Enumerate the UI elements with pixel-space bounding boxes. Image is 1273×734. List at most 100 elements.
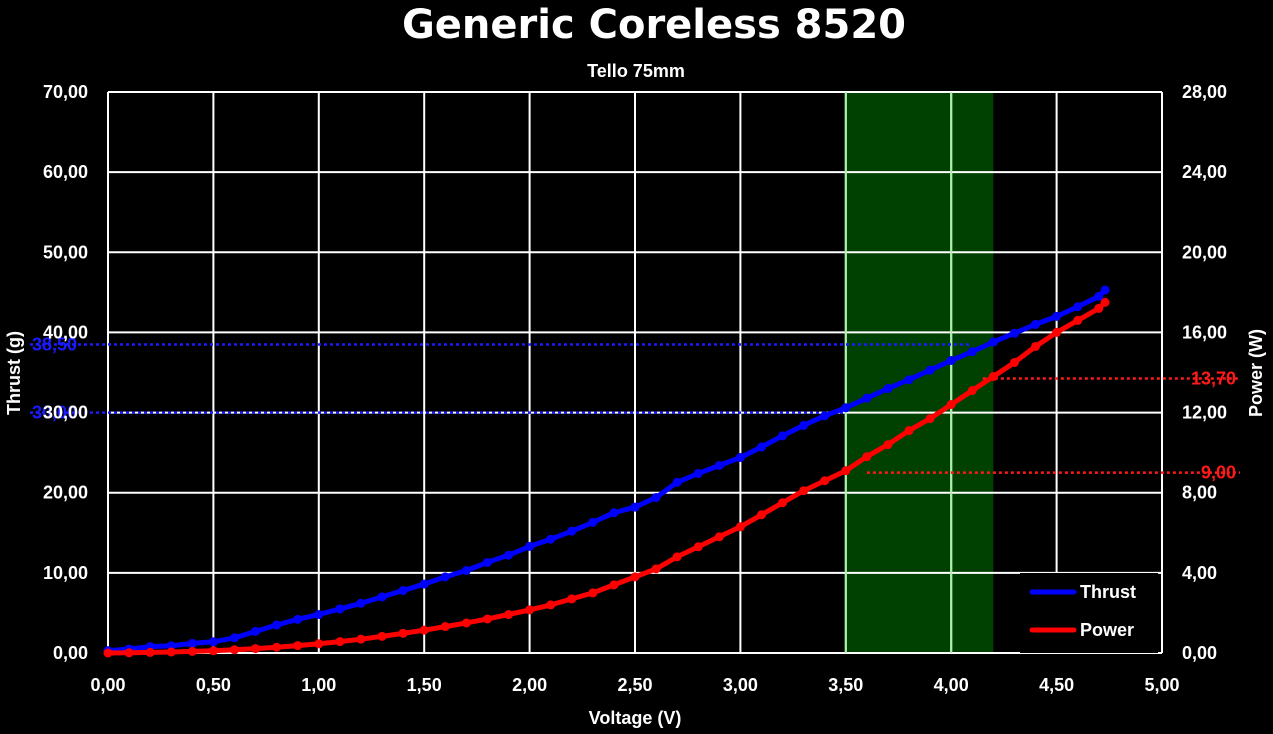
data-point-thrust [419, 579, 429, 589]
x-tick-label: 3,50 [828, 675, 863, 695]
data-point-thrust [546, 534, 556, 544]
data-point-power [630, 572, 640, 582]
legend-label-thrust: Thrust [1080, 582, 1136, 602]
data-point-power [1094, 303, 1104, 313]
x-tick-label: 0,50 [196, 675, 231, 695]
data-point-thrust [988, 337, 998, 347]
x-axis-label: Voltage (V) [589, 708, 682, 728]
data-point-thrust [841, 403, 851, 413]
data-point-power [335, 637, 345, 647]
data-point-thrust [482, 557, 492, 567]
data-point-thrust [272, 620, 282, 630]
data-point-power [588, 588, 598, 598]
data-point-power [672, 552, 682, 562]
data-point-thrust [630, 502, 640, 512]
data-point-thrust [651, 493, 661, 503]
data-point-thrust [925, 365, 935, 375]
data-point-thrust [229, 633, 239, 643]
y-left-tick-label: 40,00 [43, 322, 88, 342]
data-point-power [314, 639, 324, 649]
data-point-power [946, 400, 956, 410]
data-point-power [356, 634, 366, 644]
data-point-thrust [208, 637, 218, 647]
reference-label-thrust: 38,50 [32, 334, 77, 354]
data-point-thrust [504, 550, 514, 560]
data-point-power [293, 641, 303, 651]
data-point-thrust [251, 626, 261, 636]
data-point-power [398, 628, 408, 638]
data-point-thrust [187, 638, 197, 648]
data-point-thrust [440, 572, 450, 582]
data-point-power [229, 645, 239, 655]
y-right-axis-label: Power (W) [1246, 329, 1266, 417]
data-point-power [377, 631, 387, 641]
data-point-thrust [1052, 311, 1062, 321]
data-point-power [925, 414, 935, 424]
data-point-thrust [862, 393, 872, 403]
y-left-tick-label: 70,00 [43, 82, 88, 102]
data-point-power [272, 642, 282, 652]
data-point-thrust [398, 585, 408, 595]
data-point-power [714, 532, 724, 542]
y-left-tick-label: 60,00 [43, 162, 88, 182]
data-point-thrust [693, 468, 703, 478]
data-point-power [883, 440, 893, 450]
data-point-thrust [967, 347, 977, 357]
data-point-power [735, 522, 745, 532]
data-point-power [187, 646, 197, 656]
data-point-power [1031, 341, 1041, 351]
data-point-thrust [1100, 285, 1110, 295]
reference-label-thrust: 30,00 [32, 403, 77, 423]
y-right-tick-label: 8,00 [1182, 483, 1217, 503]
data-point-power [841, 466, 851, 476]
data-point-thrust [588, 517, 598, 527]
data-point-power [145, 647, 155, 657]
data-point-thrust [377, 592, 387, 602]
data-point-thrust [820, 411, 830, 421]
data-point-thrust [166, 641, 176, 651]
data-point-thrust [525, 541, 535, 551]
data-point-power [1009, 357, 1019, 367]
data-point-thrust [1073, 302, 1083, 312]
x-tick-label: 5,00 [1144, 675, 1179, 695]
reference-label-power: 9,00 [1201, 463, 1236, 483]
data-point-thrust [1094, 291, 1104, 301]
data-point-thrust [1031, 319, 1041, 329]
data-point-thrust [1009, 328, 1019, 338]
data-point-power [567, 594, 577, 604]
data-point-power [461, 618, 471, 628]
x-tick-label: 1,50 [407, 675, 442, 695]
data-point-power [756, 510, 766, 520]
data-point-power [482, 614, 492, 624]
chart-title: Generic Coreless 8520 [402, 2, 906, 48]
data-point-thrust [335, 604, 345, 614]
data-point-power [208, 646, 218, 656]
data-point-power [546, 600, 556, 610]
data-point-power [967, 386, 977, 396]
data-point-power [651, 564, 661, 574]
data-point-power [124, 648, 134, 658]
data-point-power [1052, 327, 1062, 337]
y-right-tick-label: 0,00 [1182, 643, 1217, 663]
y-right-tick-label: 24,00 [1182, 162, 1227, 182]
x-tick-label: 2,50 [617, 675, 652, 695]
y-right-tick-label: 4,00 [1182, 563, 1217, 583]
data-point-thrust [293, 614, 303, 624]
data-point-thrust [946, 355, 956, 365]
y-right-tick-label: 16,00 [1182, 322, 1227, 342]
data-point-power [504, 610, 514, 620]
data-point-power [778, 498, 788, 508]
legend: Thrust Power [1020, 573, 1158, 653]
data-point-thrust [314, 610, 324, 620]
data-point-power [988, 372, 998, 382]
data-point-thrust [778, 431, 788, 441]
data-point-power [820, 476, 830, 486]
x-tick-label: 4,00 [934, 675, 969, 695]
data-point-thrust [356, 598, 366, 608]
data-point-thrust [756, 442, 766, 452]
data-point-power [904, 426, 914, 436]
y-right-tick-label: 28,00 [1182, 82, 1227, 102]
data-point-power [1100, 297, 1110, 307]
y-left-tick-label: 30,00 [43, 403, 88, 423]
